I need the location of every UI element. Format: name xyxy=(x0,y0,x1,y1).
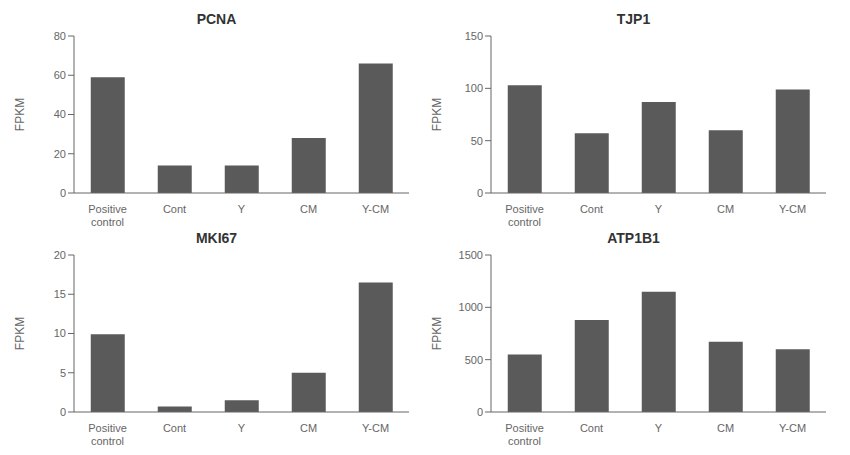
svg-text:100: 100 xyxy=(465,82,483,94)
svg-text:CM: CM xyxy=(717,422,734,434)
svg-text:1000: 1000 xyxy=(459,301,483,313)
svg-text:Y-CM: Y-CM xyxy=(362,203,389,215)
svg-text:Y: Y xyxy=(655,203,663,215)
svg-text:Y: Y xyxy=(238,422,246,434)
svg-text:500: 500 xyxy=(465,354,483,366)
svg-text:Y: Y xyxy=(238,203,246,215)
html-text:ATP1B1: ATP1B1 xyxy=(607,230,660,246)
svg-text:0: 0 xyxy=(477,187,483,199)
svg-text:Positivecontrol: Positivecontrol xyxy=(88,203,127,227)
svg-text:CM: CM xyxy=(300,422,317,434)
svg-text:Positivecontrol: Positivecontrol xyxy=(505,203,544,227)
svg-text:40: 40 xyxy=(54,108,66,120)
svg-text:Y: Y xyxy=(655,422,663,434)
svg-text:0: 0 xyxy=(60,406,66,418)
svg-text:Cont: Cont xyxy=(580,422,603,434)
html-text:MKI67: MKI67 xyxy=(195,230,238,246)
svg-text:Y-CM: Y-CM xyxy=(779,203,806,215)
svg-text:0: 0 xyxy=(60,187,66,199)
svg-text:1500: 1500 xyxy=(459,249,483,261)
svg-text:5: 5 xyxy=(60,367,66,379)
html-text:TJP1: TJP1 xyxy=(616,11,651,27)
svg-text:Y-CM: Y-CM xyxy=(779,422,806,434)
svg-text:0: 0 xyxy=(477,406,483,418)
svg-text:CM: CM xyxy=(300,203,317,215)
svg-text:20: 20 xyxy=(54,249,66,261)
svg-text:Cont: Cont xyxy=(163,422,186,434)
svg-text:FPKM: FPKM xyxy=(13,317,27,350)
svg-text:Cont: Cont xyxy=(580,203,603,215)
svg-text:Cont: Cont xyxy=(163,203,186,215)
svg-text:FPKM: FPKM xyxy=(13,98,27,131)
svg-text:50: 50 xyxy=(471,135,483,147)
svg-text:Positivecontrol: Positivecontrol xyxy=(505,422,544,446)
svg-text:CM: CM xyxy=(717,203,734,215)
svg-text:20: 20 xyxy=(54,148,66,160)
html-text:PCNA: PCNA xyxy=(196,11,237,27)
svg-text:15: 15 xyxy=(54,288,66,300)
svg-text:10: 10 xyxy=(54,327,66,339)
svg-text:Y-CM: Y-CM xyxy=(362,422,389,434)
svg-text:60: 60 xyxy=(54,69,66,81)
svg-text:80: 80 xyxy=(54,30,66,42)
svg-text:Positivecontrol: Positivecontrol xyxy=(88,422,127,446)
svg-text:150: 150 xyxy=(465,30,483,42)
svg-text:FPKM: FPKM xyxy=(430,317,444,350)
svg-text:FPKM: FPKM xyxy=(430,98,444,131)
